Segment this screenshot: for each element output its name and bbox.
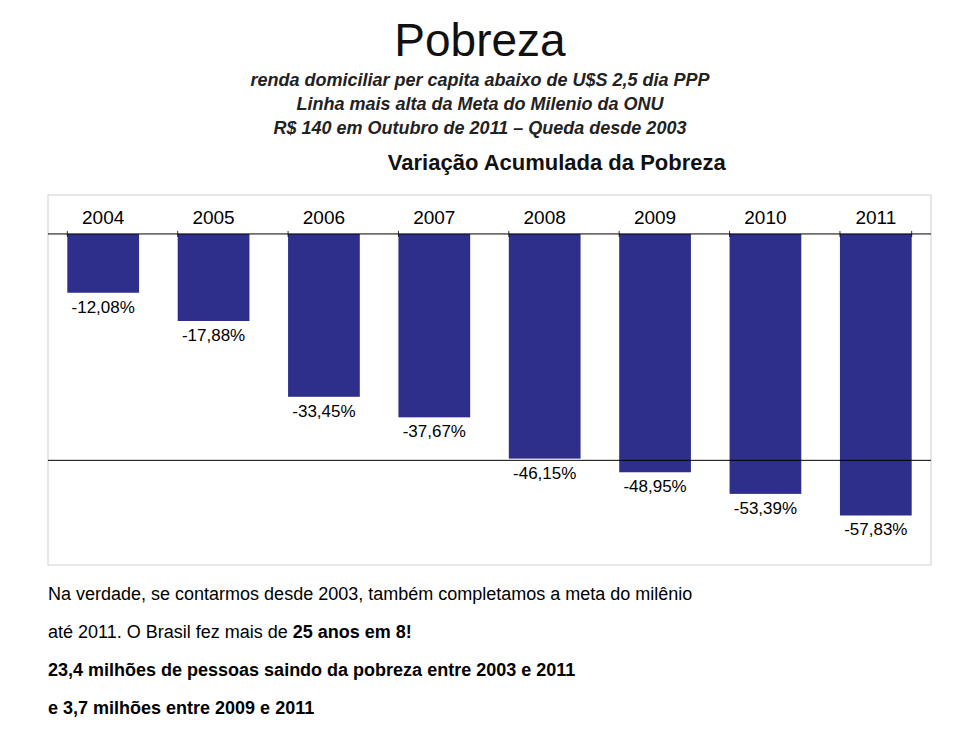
footer-text: até 2011. O Brasil fez mais de bbox=[48, 622, 293, 642]
boundary-tick bbox=[619, 231, 620, 237]
bar bbox=[619, 234, 691, 472]
category-label: 2005 bbox=[192, 207, 234, 228]
bar bbox=[730, 234, 802, 494]
category-label: 2011 bbox=[855, 207, 896, 228]
data-label: -48,95% bbox=[623, 477, 686, 496]
data-label: -53,39% bbox=[734, 499, 797, 518]
bar bbox=[398, 234, 470, 417]
data-label: -12,08% bbox=[72, 298, 135, 317]
category-label: 2007 bbox=[413, 207, 455, 228]
reference-line bbox=[48, 460, 931, 461]
category-label: 2010 bbox=[744, 207, 786, 228]
boundary-tick bbox=[729, 231, 730, 237]
category-label: 2004 bbox=[82, 207, 125, 228]
boundary-tick bbox=[288, 231, 289, 237]
plot-frame bbox=[48, 195, 931, 565]
bar bbox=[178, 234, 250, 321]
bar bbox=[509, 234, 581, 459]
footer-text: Na verdade, se contarmos desde 2003, tam… bbox=[48, 584, 692, 604]
boundary-tick bbox=[911, 231, 912, 237]
bar bbox=[67, 234, 139, 293]
bar bbox=[840, 234, 912, 516]
boundary-tick bbox=[67, 231, 68, 237]
category-label: 2008 bbox=[524, 207, 566, 228]
category-label: 2006 bbox=[303, 207, 345, 228]
data-label: -37,67% bbox=[403, 422, 466, 441]
category-label: 2009 bbox=[634, 207, 676, 228]
boundary-tick bbox=[398, 231, 399, 237]
boundary-tick bbox=[177, 231, 178, 237]
bars bbox=[67, 234, 911, 516]
data-label: -33,45% bbox=[292, 402, 355, 421]
footer-line: 23,4 milhões de pessoas saindo da pobrez… bbox=[48, 660, 575, 680]
chart: Pobreza renda domiciliar per capita abaix… bbox=[0, 0, 960, 742]
footer-text: 25 anos em 8! bbox=[293, 622, 412, 642]
footer-line: até 2011. O Brasil fez mais de 25 anos e… bbox=[48, 622, 412, 642]
data-label: -17,88% bbox=[182, 326, 245, 345]
data-label: -57,83% bbox=[844, 520, 907, 539]
chart-title: Variação Acumulada da Pobreza bbox=[388, 150, 727, 175]
baseline bbox=[48, 233, 931, 234]
data-label: -46,15% bbox=[513, 464, 576, 483]
subtitle: Linha mais alta da Meta do Milenio da ON… bbox=[296, 94, 664, 114]
footer-line: e 3,7 milhões entre 2009 e 2011 bbox=[48, 698, 314, 718]
title: Pobreza bbox=[394, 14, 566, 66]
boundary-tick bbox=[508, 231, 509, 237]
boundary-tick bbox=[839, 231, 840, 237]
subtitle: R$ 140 em Outubro de 2011 – Queda desde … bbox=[274, 118, 687, 138]
footer-text: 23,4 milhões de pessoas saindo da pobrez… bbox=[48, 660, 575, 680]
footer-text: e 3,7 milhões entre 2009 e 2011 bbox=[48, 698, 314, 718]
bar bbox=[288, 234, 360, 397]
subtitle: renda domiciliar per capita abaixo de U$… bbox=[250, 70, 710, 90]
footer-line: Na verdade, se contarmos desde 2003, tam… bbox=[48, 584, 692, 604]
